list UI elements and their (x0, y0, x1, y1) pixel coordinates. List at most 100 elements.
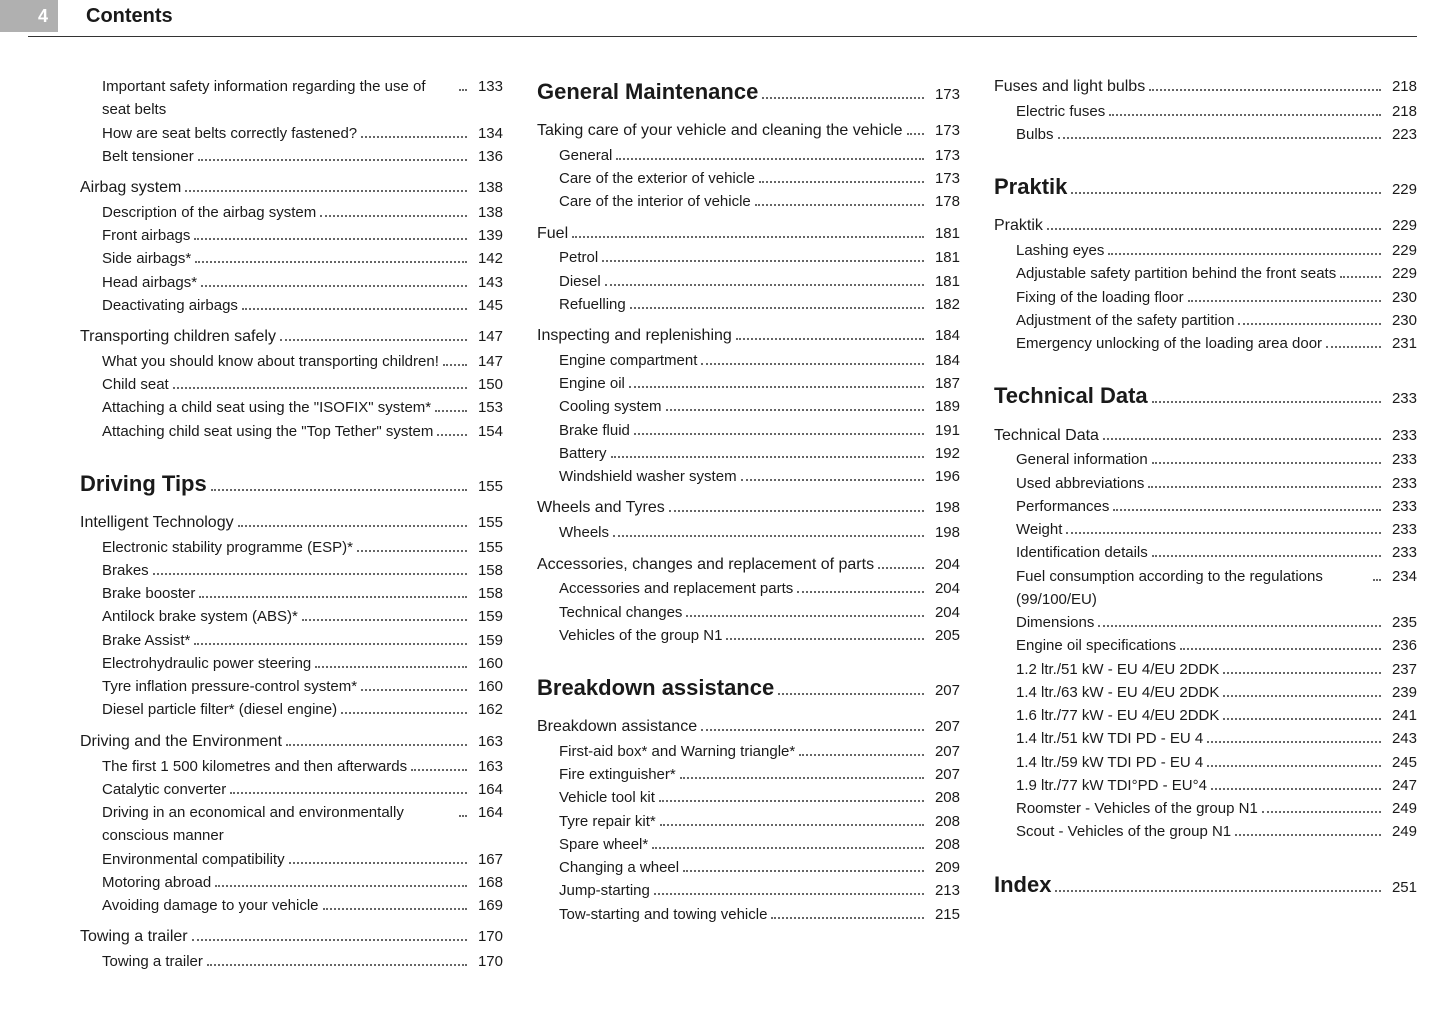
toc-label: Front airbags (102, 224, 190, 247)
toc-label: Fuel consumption according to the regula… (1016, 565, 1369, 612)
toc-entry: Adjustment of the safety partition230 (994, 309, 1417, 332)
toc-entry: Emergency unlocking of the loading area … (994, 332, 1417, 355)
toc-page: 170 (471, 950, 503, 973)
toc-leader (701, 351, 924, 365)
toc-entry: Engine oil specifications236 (994, 634, 1417, 657)
toc-entry: General information 233 (994, 448, 1417, 471)
toc-label: Catalytic converter (102, 778, 226, 801)
toc-leader (411, 757, 467, 771)
toc-entry: Accessories, changes and replacement of … (537, 553, 960, 578)
toc-label: Weight (1016, 518, 1062, 541)
toc-label: Jump-starting (559, 879, 650, 902)
toc-label: Spare wheel* (559, 833, 648, 856)
toc-entry: How are seat belts correctly fastened?13… (80, 122, 503, 145)
toc-label: General information (1016, 448, 1148, 471)
toc-entry: Scout - Vehicles of the group N1249 (994, 820, 1417, 843)
toc-page: 233 (1385, 448, 1417, 471)
toc-entry: Praktik229 (994, 170, 1417, 204)
toc-leader (289, 850, 467, 864)
toc-leader (1223, 660, 1381, 674)
toc-page: 178 (928, 190, 960, 213)
toc-entry: Front airbags139 (80, 224, 503, 247)
toc-entry: Driving and the Environment163 (80, 730, 503, 755)
toc-label: Brakes (102, 559, 149, 582)
toc-page: 143 (471, 271, 503, 294)
toc-leader (1207, 730, 1381, 744)
contents-title: Contents (86, 5, 173, 28)
toc-page: 192 (928, 442, 960, 465)
toc-entry: 1.6 ltr./77 kW - EU 4/EU 2DDK241 (994, 704, 1417, 727)
toc-page: 196 (928, 465, 960, 488)
toc-leader (652, 835, 924, 849)
toc-page: 155 (471, 511, 503, 534)
toc-page: 249 (1385, 820, 1417, 843)
toc-leader (759, 170, 924, 184)
toc-entry: Care of the interior of vehicle178 (537, 190, 960, 213)
toc-page: 209 (928, 856, 960, 879)
toc-page: 207 (928, 763, 960, 786)
toc-leader (654, 882, 924, 896)
toc-column-3: Fuses and light bulbs218Electric fuses21… (994, 75, 1417, 973)
toc-label: Transporting children safely (80, 325, 276, 350)
toc-leader (185, 178, 467, 192)
toc-leader (686, 603, 924, 617)
toc-leader (799, 742, 924, 756)
toc-page: 158 (471, 582, 503, 605)
toc-label: Inspecting and replenishing (537, 324, 732, 349)
toc-leader (199, 585, 467, 599)
toc-entry: Weight233 (994, 518, 1417, 541)
toc-page: 236 (1385, 634, 1417, 657)
toc-label: How are seat belts correctly fastened? (102, 122, 357, 145)
toc-label: Tyre inflation pressure-control system* (102, 675, 357, 698)
toc-leader (1180, 637, 1381, 651)
toc-label: Belt tensioner (102, 145, 194, 168)
toc-entry: Catalytic converter164 (80, 778, 503, 801)
toc-leader (194, 631, 467, 645)
toc-leader (207, 953, 467, 967)
toc-leader (1103, 425, 1381, 439)
toc-entry: Intelligent Technology155 (80, 511, 503, 536)
toc-entry: Fuel181 (537, 222, 960, 247)
toc-label: Fixing of the loading floor (1016, 286, 1184, 309)
toc-label: Praktik (994, 170, 1067, 204)
toc-page: 218 (1385, 75, 1417, 98)
toc-leader (616, 146, 924, 160)
toc-page: 233 (1385, 387, 1417, 410)
toc-page: 147 (471, 350, 503, 373)
toc-entry: Driving Tips155 (80, 467, 503, 501)
toc-leader (1148, 474, 1381, 488)
toc-leader (1188, 288, 1381, 302)
toc-page: 133 (471, 75, 503, 98)
toc-entry: General Maintenance173 (537, 75, 960, 109)
page-number: 4 (0, 0, 58, 32)
toc-label: Electric fuses (1016, 100, 1105, 123)
toc-leader (1211, 776, 1381, 790)
toc-page: 230 (1385, 286, 1417, 309)
toc-entry: Avoiding damage to your vehicle169 (80, 894, 503, 917)
toc-label: Changing a wheel (559, 856, 679, 879)
toc-leader (286, 731, 467, 745)
toc-leader (634, 421, 924, 435)
toc-page: 170 (471, 925, 503, 948)
toc-entry: Brake booster158 (80, 582, 503, 605)
toc-leader (194, 227, 467, 241)
toc-page: 233 (1385, 495, 1417, 518)
toc-leader (230, 780, 467, 794)
toc-label: Airbag system (80, 176, 181, 201)
toc-entry: Transporting children safely147 (80, 325, 503, 350)
toc-page: 241 (1385, 704, 1417, 727)
toc-entry: Electric fuses218 (994, 100, 1417, 123)
toc-label: Wheels and Tyres (537, 496, 665, 521)
toc-page: 198 (928, 496, 960, 519)
toc-label: Used abbreviations (1016, 472, 1144, 495)
toc-leader (437, 422, 467, 436)
toc-label: Tow-starting and towing vehicle (559, 903, 767, 926)
toc-entry: Electrohydraulic power steering160 (80, 652, 503, 675)
toc-page: 173 (928, 83, 960, 106)
toc-entry: Bulbs223 (994, 123, 1417, 146)
toc-page: 163 (471, 730, 503, 753)
toc-label: Attaching child seat using the "Top Teth… (102, 420, 433, 443)
toc-label: Towing a trailer (102, 950, 203, 973)
toc-label: Care of the exterior of vehicle (559, 167, 755, 190)
toc-entry: Fire extinguisher*207 (537, 763, 960, 786)
